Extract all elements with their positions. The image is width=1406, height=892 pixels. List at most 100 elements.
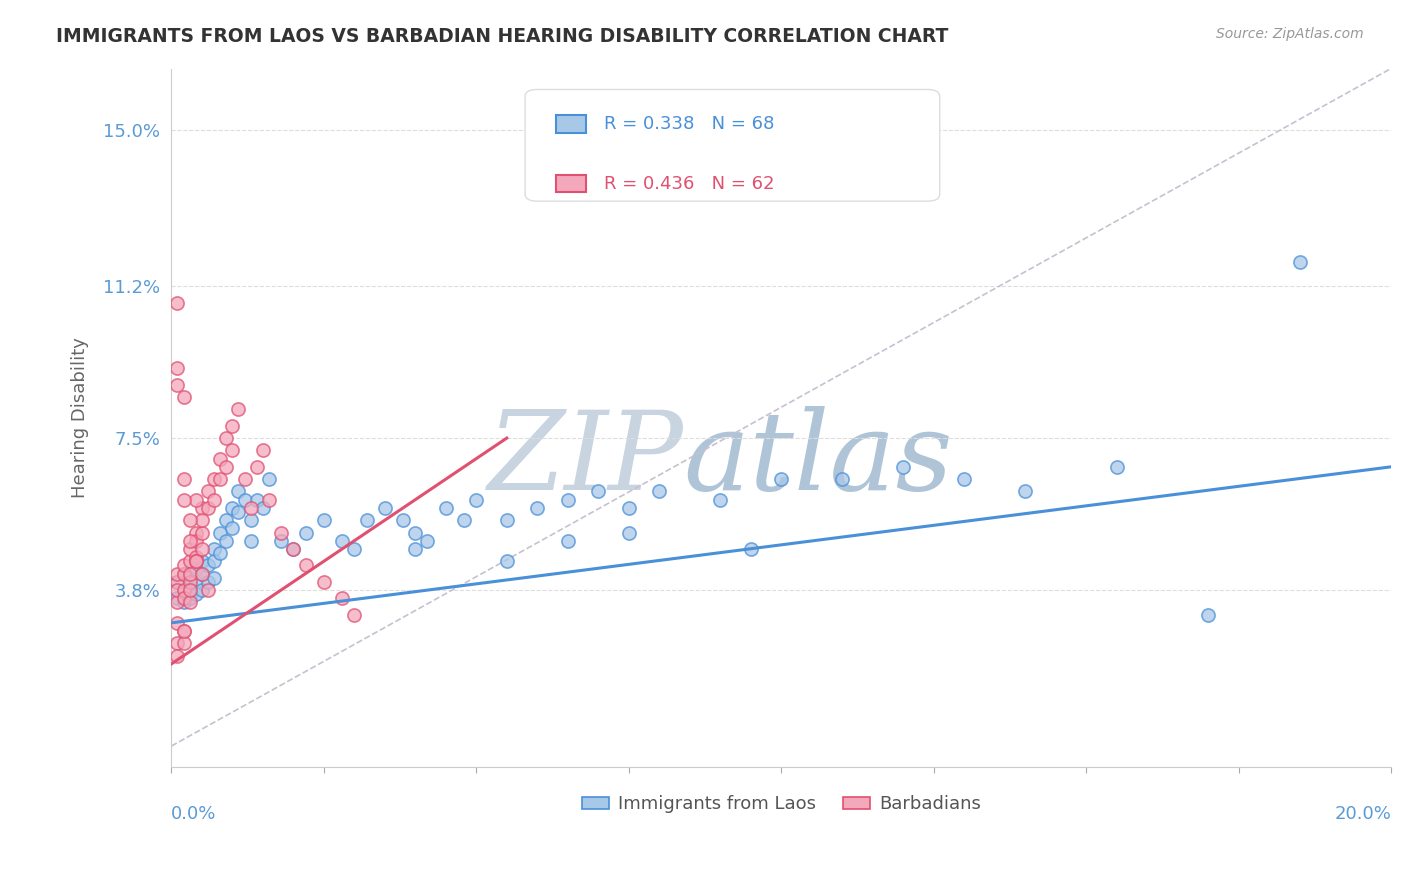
Point (233, 472, 256, 486)
Point (252, 500, 274, 515)
Point (215, 459, 238, 474)
Point (179, 595, 201, 609)
Point (166, 615, 188, 630)
Point (179, 582, 201, 597)
Point (173, 624, 195, 638)
Text: atlas: atlas (683, 406, 953, 513)
Point (184, 562, 207, 576)
Point (191, 513, 214, 527)
Point (191, 541, 214, 556)
Point (831, 472, 853, 486)
Point (343, 541, 366, 556)
Point (228, 484, 250, 499)
Point (173, 624, 195, 638)
Point (1197, 607, 1219, 622)
Point (191, 566, 214, 581)
Point (202, 571, 225, 585)
Point (184, 525, 207, 540)
Text: ZIP: ZIP (488, 406, 683, 513)
Text: IMMIGRANTS FROM LAOS VS BARBADIAN HEARING DISABILITY CORRELATION CHART: IMMIGRANTS FROM LAOS VS BARBADIAN HEARIN… (56, 27, 949, 45)
Point (239, 513, 262, 527)
Point (166, 361, 188, 376)
Point (586, 484, 609, 499)
Point (202, 554, 225, 568)
Point (184, 554, 207, 568)
Point (740, 541, 762, 556)
Point (648, 484, 671, 499)
Point (526, 500, 548, 515)
Point (215, 513, 238, 527)
Point (770, 472, 793, 486)
Point (184, 587, 207, 601)
Point (294, 525, 316, 540)
Point (179, 574, 201, 589)
Point (173, 566, 195, 581)
Legend: Immigrants from Laos, Barbadians: Immigrants from Laos, Barbadians (575, 788, 988, 821)
Point (191, 554, 214, 568)
Text: R = 0.436   N = 62: R = 0.436 N = 62 (605, 175, 775, 193)
Point (257, 492, 280, 507)
Point (392, 513, 415, 527)
Point (173, 390, 195, 404)
Text: R = 0.338   N = 68: R = 0.338 N = 68 (605, 115, 775, 134)
Point (434, 500, 457, 515)
Point (173, 582, 195, 597)
Point (270, 533, 292, 548)
Point (197, 574, 219, 589)
Point (191, 582, 214, 597)
Point (173, 636, 195, 650)
Point (356, 513, 378, 527)
Point (283, 541, 305, 556)
Point (617, 500, 640, 515)
Point (179, 566, 201, 581)
Point (173, 472, 195, 486)
Point (495, 554, 517, 568)
Point (166, 595, 188, 609)
Point (246, 459, 269, 474)
Point (416, 533, 439, 548)
Point (184, 574, 207, 589)
Point (191, 566, 214, 581)
Point (166, 582, 188, 597)
Point (173, 492, 195, 507)
Point (179, 554, 201, 568)
Point (179, 541, 201, 556)
Point (557, 492, 579, 507)
FancyBboxPatch shape (555, 115, 586, 133)
Point (166, 295, 188, 310)
Point (294, 558, 316, 573)
Point (179, 513, 201, 527)
Point (404, 541, 426, 556)
Point (221, 443, 243, 458)
Point (184, 554, 207, 568)
Point (312, 513, 335, 527)
Point (197, 582, 219, 597)
Point (202, 541, 225, 556)
Point (221, 521, 243, 535)
Point (239, 500, 262, 515)
Point (184, 533, 207, 548)
Point (184, 550, 207, 565)
Point (465, 492, 488, 507)
Point (179, 571, 201, 585)
Point (209, 546, 232, 560)
Point (233, 492, 256, 507)
Point (343, 607, 366, 622)
Point (617, 525, 640, 540)
Point (209, 525, 232, 540)
FancyBboxPatch shape (524, 89, 939, 202)
Point (257, 472, 280, 486)
Point (1105, 459, 1128, 474)
Point (330, 533, 353, 548)
Point (374, 500, 396, 515)
Point (197, 484, 219, 499)
Point (1288, 254, 1310, 268)
Point (173, 591, 195, 606)
Point (221, 500, 243, 515)
Point (173, 595, 195, 609)
Point (453, 513, 475, 527)
Point (179, 591, 201, 606)
Point (166, 377, 188, 392)
Point (239, 533, 262, 548)
Point (202, 472, 225, 486)
